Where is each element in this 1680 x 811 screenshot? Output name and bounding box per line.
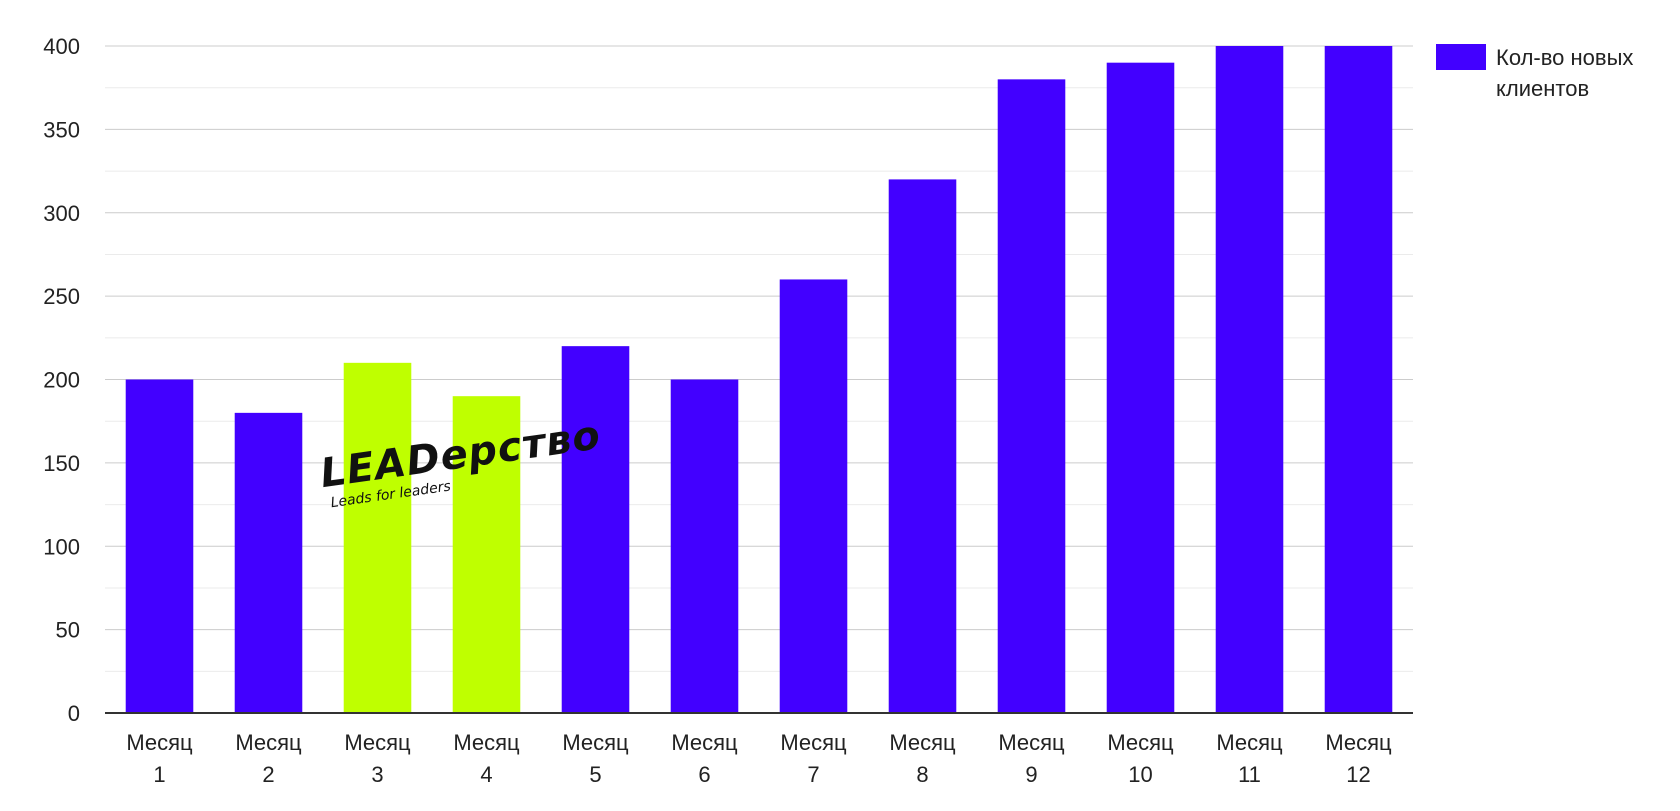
bar — [343, 362, 412, 713]
bar — [1215, 46, 1284, 713]
x-tick-label: Месяц 11 — [1216, 730, 1283, 787]
y-tick-label: 300 — [43, 201, 80, 226]
y-tick-label: 200 — [43, 368, 80, 393]
bar — [670, 379, 739, 713]
y-tick-label: 400 — [43, 34, 80, 59]
x-tick-label: Месяц 5 — [562, 730, 629, 787]
legend-swatch — [1436, 44, 1486, 70]
bar — [125, 379, 194, 713]
bar — [234, 412, 303, 713]
x-tick-label: Месяц 12 — [1325, 730, 1392, 787]
bar — [997, 79, 1066, 714]
bar — [779, 279, 848, 713]
x-tick-label: Месяц 10 — [1107, 730, 1174, 787]
y-tick-label: 100 — [43, 534, 80, 559]
x-tick-label: Месяц 6 — [671, 730, 738, 787]
x-tick-label: Месяц 4 — [453, 730, 520, 787]
y-tick-label: 50 — [56, 618, 80, 643]
x-tick-label: Месяц 8 — [889, 730, 956, 787]
x-tick-label: Месяц 9 — [998, 730, 1065, 787]
x-tick-label: Месяц 7 — [780, 730, 847, 787]
legend: Кол-во новых клиентов — [1436, 42, 1676, 104]
y-tick-label: 350 — [43, 117, 80, 142]
x-tick-label: Месяц 3 — [344, 730, 411, 787]
bar — [888, 179, 957, 713]
bar — [561, 346, 630, 713]
legend-label: Кол-во новых клиентов — [1496, 45, 1634, 101]
y-tick-label: 0 — [68, 701, 80, 726]
y-tick-label: 250 — [43, 284, 80, 309]
bar — [1324, 46, 1393, 713]
bar — [1106, 62, 1175, 714]
y-tick-label: 150 — [43, 451, 80, 476]
bar — [452, 396, 521, 713]
x-tick-label: Месяц 1 — [126, 730, 193, 787]
x-tick-label: Месяц 2 — [235, 730, 302, 787]
